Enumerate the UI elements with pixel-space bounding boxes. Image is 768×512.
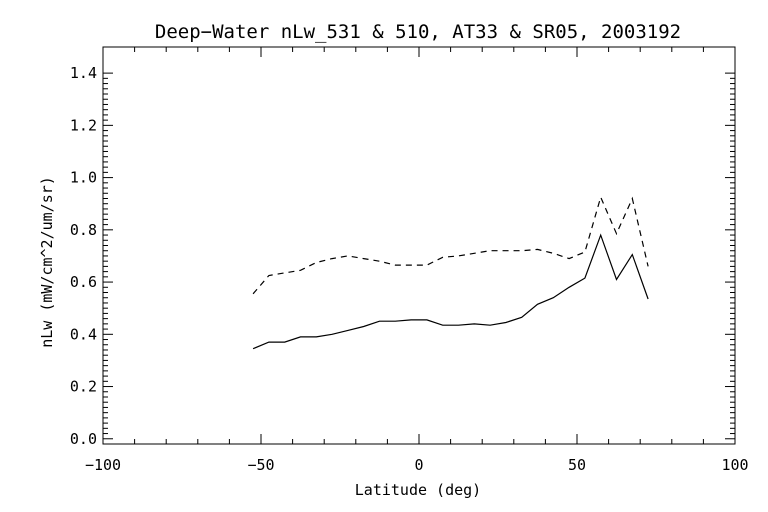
y-axis-label: nLw (mW/cm^2/um/sr) (38, 176, 56, 348)
y-axis: 0.0 0.2 0.4 0.6 0.8 1.0 1.2 1.4 (70, 64, 735, 448)
x-tick-label: −50 (247, 456, 274, 474)
plot-frame-rect (102, 46, 736, 445)
y-tick-label: 0.4 (70, 325, 97, 343)
x-axis: −100 −50 0 50 100 (85, 47, 749, 474)
y-tick-label: 0.2 (70, 378, 97, 396)
x-tick-label: 0 (414, 456, 423, 474)
x-tick-label: 50 (568, 456, 586, 474)
plot-frame (102, 46, 736, 445)
y-tick-label: 0.6 (70, 273, 97, 291)
y-tick-label: 1.2 (70, 116, 97, 134)
x-axis-label: Latitude (deg) (355, 481, 481, 499)
x-tick-label: 100 (721, 456, 748, 474)
y-tick-label: 0.0 (70, 430, 97, 448)
series-line-solid (252, 233, 649, 350)
y-tick-label: 0.8 (70, 221, 97, 239)
x-tick-label: −100 (85, 456, 121, 474)
y-tick-label: 1.4 (70, 64, 97, 82)
series-line-dashed (252, 195, 649, 295)
chart-title: Deep−Water nLw_531 & 510, AT33 & SR05, 2… (155, 21, 681, 43)
series-lines (252, 195, 649, 350)
y-tick-label: 1.0 (70, 169, 97, 187)
